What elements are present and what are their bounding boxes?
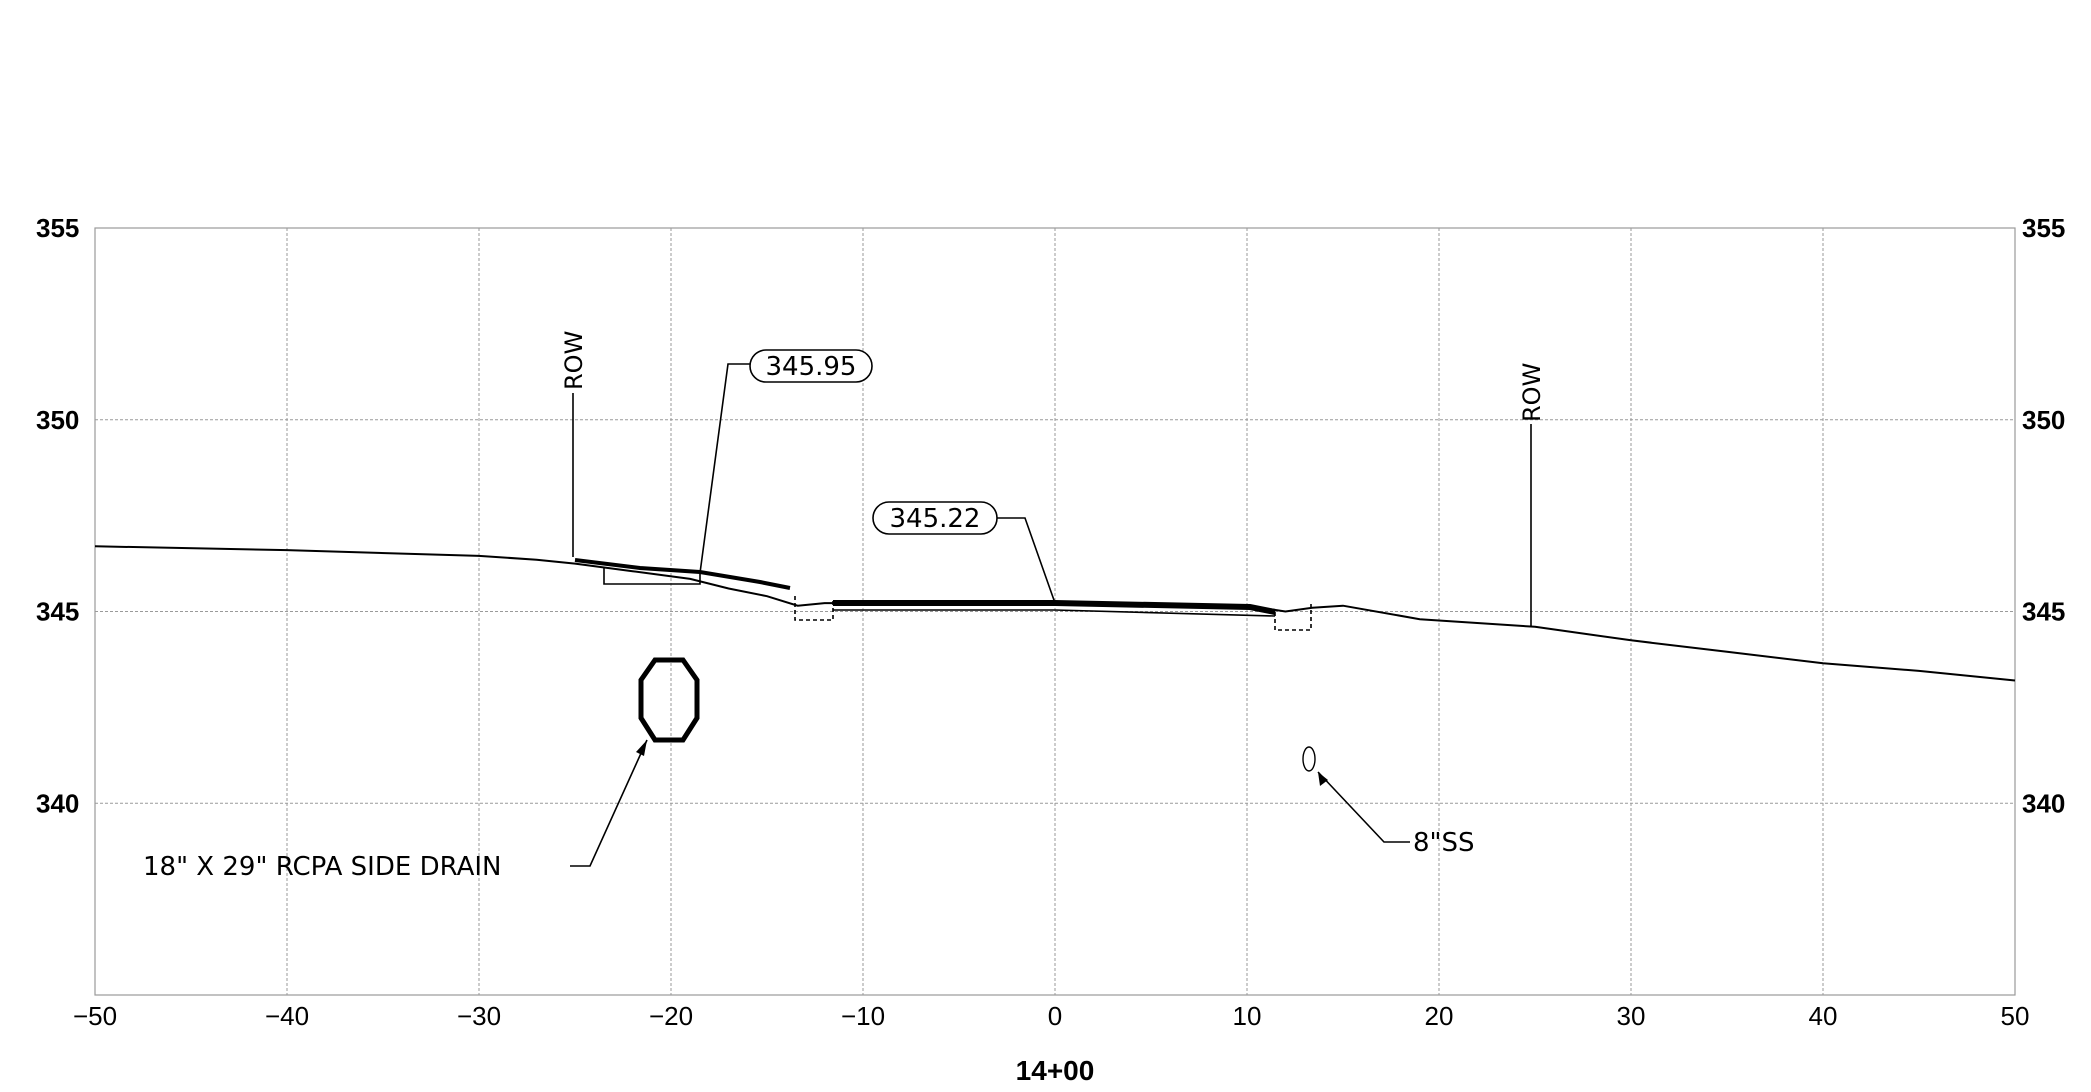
x-tick-label: −20 — [649, 1001, 693, 1031]
side-drain-arrowhead — [636, 740, 647, 756]
row-label-right: ROW — [1518, 363, 1546, 422]
callout-leader-345-22 — [995, 517, 1056, 604]
station-label: 14+00 — [1016, 1055, 1095, 1086]
row-label-left: ROW — [560, 331, 588, 390]
ground-layer — [94, 545, 2016, 682]
left-ditch-detail — [603, 568, 701, 585]
x-tick-label: 0 — [1048, 1001, 1062, 1031]
side-drain-pipe-outline — [638, 657, 700, 743]
y-tick-label-right: 340 — [2022, 788, 2065, 818]
x-tick-label: 10 — [1233, 1001, 1262, 1031]
left-curb-box — [794, 596, 834, 621]
x-tick-label: 20 — [1425, 1001, 1454, 1031]
pavement-bottom — [833, 609, 1276, 617]
tick-layer: −50 −40 −30 −20 −10 0 10 20 30 40 50 355 355 350 350 34… — [36, 213, 2065, 1031]
callout-leader-345-95 — [699, 363, 750, 574]
x-tick-label: 40 — [1809, 1001, 1838, 1031]
y-tick-label-left: 345 — [36, 597, 79, 627]
marks-layer: ROW ROW 345.95 345.22 18" X 29" RCPA SID… — [143, 331, 1546, 882]
sanitary-sewer-leader — [1317, 771, 1410, 843]
ground-profile-line — [94, 545, 2016, 682]
side-drain-label: 18" X 29" RCPA SIDE DRAIN — [143, 852, 502, 882]
right-curb-box — [1274, 604, 1312, 631]
callout-box-345-22 — [872, 501, 998, 535]
sanitary-sewer-pipe — [1302, 746, 1316, 772]
y-tick-label-left: 350 — [36, 405, 79, 435]
side-drain-leader — [570, 739, 648, 867]
x-tick-label: −10 — [841, 1001, 885, 1031]
callout-box-345-95 — [749, 349, 873, 383]
y-tick-label-left: 340 — [36, 788, 79, 818]
callout-label-345-22: 345.22 — [890, 504, 981, 534]
x-tick-label: −50 — [73, 1001, 117, 1031]
x-tick-label: −30 — [457, 1001, 501, 1031]
x-tick-label: 50 — [2001, 1001, 2030, 1031]
callout-label-345-95: 345.95 — [766, 352, 857, 382]
y-tick-label-right: 345 — [2022, 597, 2065, 627]
y-tick-label-left: 355 — [36, 213, 79, 243]
y-tick-label-right: 350 — [2022, 405, 2065, 435]
sanitary-sewer-label: 8"SS — [1413, 828, 1475, 858]
x-tick-label: −40 — [265, 1001, 309, 1031]
x-tick-label: 30 — [1617, 1001, 1646, 1031]
y-tick-label-right: 355 — [2022, 213, 2065, 243]
sanitary-sewer-arrowhead — [1318, 772, 1328, 786]
